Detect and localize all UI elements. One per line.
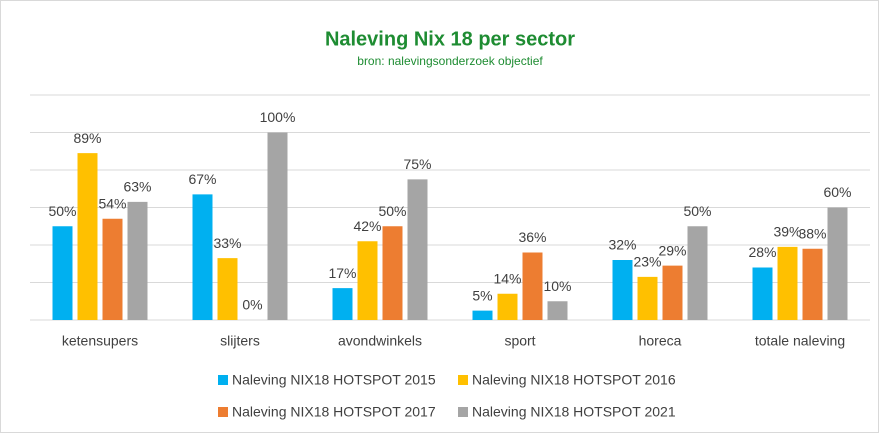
data-label: 38% (798, 225, 826, 241)
x-tick-label: ketensupers (62, 333, 138, 349)
legend-label: Naleving NIX18 HOTSPOT 2017 (232, 404, 436, 420)
bar (332, 288, 353, 320)
bar (267, 132, 288, 320)
bar (827, 207, 848, 320)
chart-subtitle: bron: nalevingsonderzoek objectief (357, 54, 543, 68)
bar (217, 258, 238, 320)
data-label: 0% (242, 297, 262, 313)
data-label: 63% (123, 179, 151, 195)
data-label: 32% (608, 237, 636, 253)
x-tick-label: horeca (639, 333, 682, 349)
data-label: 100% (260, 109, 296, 125)
x-tick-label: sport (504, 333, 535, 349)
data-label: 28% (748, 244, 776, 260)
data-label: 50% (378, 203, 406, 219)
bar (52, 226, 73, 320)
data-label: 17% (328, 265, 356, 281)
data-label: 75% (403, 156, 431, 172)
bar (77, 153, 98, 320)
data-label: 10% (543, 278, 571, 294)
bar (382, 226, 403, 320)
bar (192, 194, 213, 320)
data-label: 54% (98, 195, 126, 211)
data-label: 50% (48, 203, 76, 219)
bar (612, 260, 633, 320)
legend-label: Naleving NIX18 HOTSPOT 2021 (472, 404, 676, 420)
data-label: 67% (188, 171, 216, 187)
x-tick-label: slijters (220, 333, 260, 349)
data-label: 23% (633, 254, 661, 270)
legend-swatch (218, 375, 228, 385)
data-label: 42% (353, 218, 381, 234)
bar (472, 310, 493, 320)
data-label: 36% (518, 229, 546, 245)
bar (407, 179, 428, 320)
bar (497, 293, 518, 320)
legend-swatch (458, 407, 468, 417)
legend-label: Naleving NIX18 HOTSPOT 2016 (472, 372, 676, 388)
bar (102, 218, 123, 320)
data-label: 89% (73, 130, 101, 146)
legend-swatch (218, 407, 228, 417)
chart-title: Naleving Nix 18 per sector (325, 28, 575, 50)
data-label: 39% (773, 224, 801, 240)
bar (547, 301, 568, 320)
bar (357, 241, 378, 320)
data-label: 5% (472, 287, 492, 303)
bar (637, 276, 658, 320)
data-label: 60% (823, 184, 851, 200)
data-label: 14% (493, 270, 521, 286)
bar (777, 246, 798, 320)
legend-swatch (458, 375, 468, 385)
bar (802, 248, 823, 320)
data-label: 29% (658, 242, 686, 258)
bar (752, 267, 773, 320)
data-label: 50% (683, 203, 711, 219)
legend-label: Naleving NIX18 HOTSPOT 2015 (232, 372, 436, 388)
x-tick-label: avondwinkels (338, 333, 422, 349)
bar (662, 265, 683, 320)
x-tick-label: totale naleving (755, 333, 845, 349)
data-label: 33% (213, 235, 241, 251)
bar (687, 226, 708, 320)
bar (127, 201, 148, 320)
bar (522, 252, 543, 320)
